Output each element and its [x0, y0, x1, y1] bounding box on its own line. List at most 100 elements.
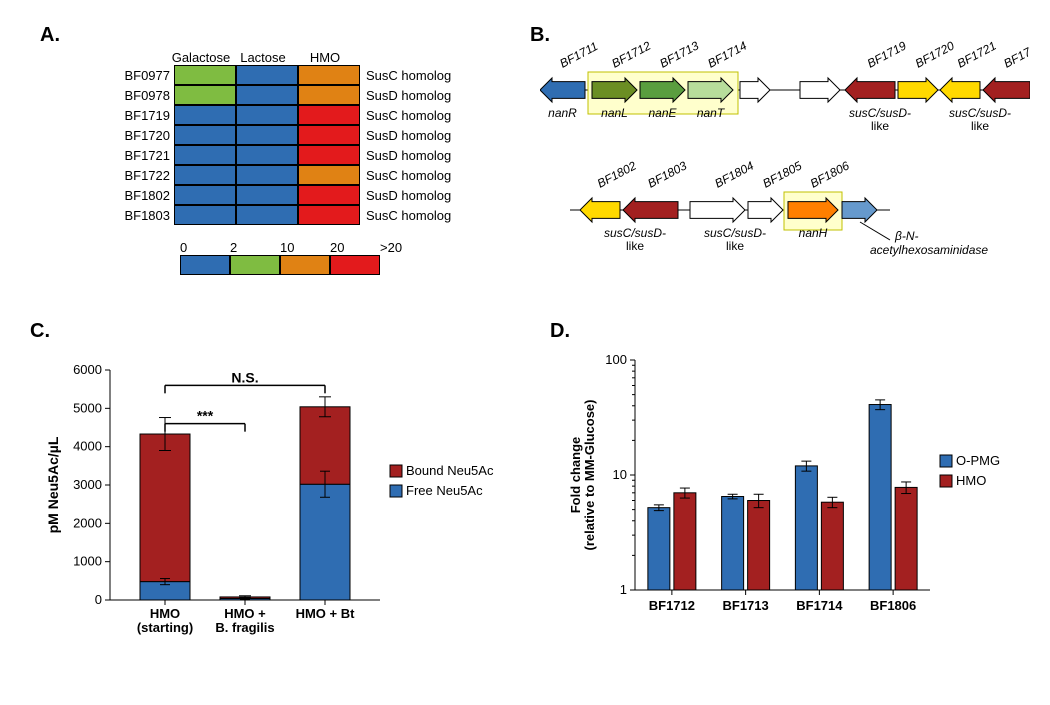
svg-text:BF1714: BF1714 [705, 38, 749, 70]
heatmap-row: BF1803 SusC homolog [110, 205, 451, 225]
heatmap-row-id: BF0977 [110, 68, 174, 83]
svg-text:BF1713: BF1713 [657, 38, 701, 70]
svg-text:susC/susD-: susC/susD- [949, 106, 1011, 120]
svg-text:Free Neu5Ac: Free Neu5Ac [406, 483, 483, 498]
svg-text:BF1722: BF1722 [1001, 38, 1030, 70]
heatmap-row-id: BF1803 [110, 208, 174, 223]
svg-text:susC/susD-: susC/susD- [604, 226, 666, 240]
svg-text:HMO: HMO [150, 606, 180, 621]
heatmap-row: BF0977SusC homolog [110, 65, 451, 85]
heatmap-cell [174, 125, 236, 145]
svg-text:BF1720: BF1720 [913, 38, 957, 70]
heatmap-row-id: BF1720 [110, 128, 174, 143]
scale-cell [180, 255, 230, 275]
svg-text:like: like [871, 119, 889, 133]
scale-label: 2 [230, 240, 280, 255]
heatmap-row-id: BF1722 [110, 168, 174, 183]
heatmap-row-desc: SusC homolog [360, 108, 451, 123]
scale-cell [330, 255, 380, 275]
svg-text:B. fragilis: B. fragilis [215, 620, 274, 635]
svg-text:BF1806: BF1806 [808, 158, 852, 190]
svg-text:BF1712: BF1712 [609, 38, 653, 70]
heatmap-cell [174, 85, 236, 105]
heatmap-row: BF0978 SusD homolog [110, 85, 451, 105]
heatmap-row: BF1721SusD homolog [110, 145, 451, 165]
scale-label: 10 [280, 240, 330, 255]
svg-text:β-N-: β-N- [894, 229, 919, 243]
svg-text:BF1806: BF1806 [870, 598, 916, 613]
svg-text:HMO: HMO [956, 473, 986, 488]
heatmap-scale: 021020>20 [180, 240, 430, 275]
svg-text:(relative to MM-Glucose): (relative to MM-Glucose) [582, 400, 597, 551]
svg-text:***: *** [197, 408, 214, 424]
heatmap-cell [236, 145, 298, 165]
svg-text:susC/susD-: susC/susD- [849, 106, 911, 120]
svg-text:BF1713: BF1713 [723, 598, 769, 613]
svg-text:3000: 3000 [73, 477, 102, 492]
heatmap-cell [298, 185, 360, 205]
svg-text:BF1803: BF1803 [645, 158, 689, 190]
svg-text:2000: 2000 [73, 515, 102, 530]
gene-diagram: BF1711nanRBF1712nanLBF1713nanEBF1714nanT… [540, 28, 1030, 278]
svg-text:1000: 1000 [73, 554, 102, 569]
heatmap-row-id: BF0978 [110, 88, 174, 103]
heatmap-cell [236, 185, 298, 205]
heatmap-row-id: BF1802 [110, 188, 174, 203]
heatmap-cell [236, 165, 298, 185]
scale-label: >20 [380, 240, 430, 255]
heatmap-cell [174, 165, 236, 185]
svg-text:(starting): (starting) [137, 620, 193, 635]
svg-text:1: 1 [620, 582, 627, 597]
heatmap-row-id: BF1721 [110, 148, 174, 163]
heatmap-row: BF1722 SusC homolog [110, 165, 451, 185]
heatmap-cell [236, 205, 298, 225]
heatmap-row-desc: SusD homolog [360, 88, 451, 103]
svg-text:BF1804: BF1804 [712, 158, 756, 190]
scale-cell [280, 255, 330, 275]
svg-text:HMO + Bt: HMO + Bt [296, 606, 356, 621]
heatmap-row: BF1719 SusC homolog [110, 105, 451, 125]
heatmap-col-header: Lactose [232, 50, 294, 65]
svg-text:pM Neu5Ac/µL: pM Neu5Ac/µL [45, 436, 61, 533]
scale-label: 20 [330, 240, 380, 255]
heatmap-col-header: Galactose [170, 50, 232, 65]
svg-text:acetylhexosaminidase: acetylhexosaminidase [870, 243, 988, 257]
scale-cell [230, 255, 280, 275]
heatmap-cell [298, 105, 360, 125]
panel-a-label: A. [40, 24, 60, 47]
svg-text:BF1719: BF1719 [865, 38, 909, 70]
heatmap-cell [174, 65, 236, 85]
heatmap-cell [174, 205, 236, 225]
svg-text:BF1721: BF1721 [955, 39, 999, 71]
heatmap-cell [298, 125, 360, 145]
heatmap-cell [298, 145, 360, 165]
heatmap-cell [298, 65, 360, 85]
heatmap-col-header: HMO [294, 50, 356, 65]
svg-text:O-PMG: O-PMG [956, 453, 1000, 468]
heatmap-row-desc: SusD homolog [360, 188, 451, 203]
heatmap-row-desc: SusC homolog [360, 208, 451, 223]
heatmap-cell [236, 85, 298, 105]
svg-text:5000: 5000 [73, 400, 102, 415]
svg-text:Fold change: Fold change [568, 437, 583, 514]
svg-text:6000: 6000 [73, 362, 102, 377]
svg-text:nanL: nanL [601, 106, 628, 120]
heatmap-row-desc: SusC homolog [360, 168, 451, 183]
heatmap-row-id: BF1719 [110, 108, 174, 123]
heatmap: GalactoseLactoseHMO BF0977SusC homologBF… [110, 50, 451, 225]
svg-text:0: 0 [95, 592, 102, 607]
svg-text:like: like [726, 239, 744, 253]
heatmap-cell [298, 205, 360, 225]
heatmap-cell [236, 65, 298, 85]
heatmap-cell [174, 145, 236, 165]
svg-text:BF1714: BF1714 [796, 598, 843, 613]
svg-text:4000: 4000 [73, 439, 102, 454]
svg-text:100: 100 [605, 352, 627, 367]
svg-text:N.S.: N.S. [231, 369, 258, 385]
bar-chart-c: 0 1000 2000 3000 4000 5000 6000 pM Neu5Ac/µL HMO… [40, 330, 520, 670]
svg-text:BF1805: BF1805 [760, 158, 804, 190]
heatmap-cell [298, 85, 360, 105]
svg-text:BF1802: BF1802 [595, 158, 639, 190]
heatmap-cell [298, 165, 360, 185]
scale-label: 0 [180, 240, 230, 255]
